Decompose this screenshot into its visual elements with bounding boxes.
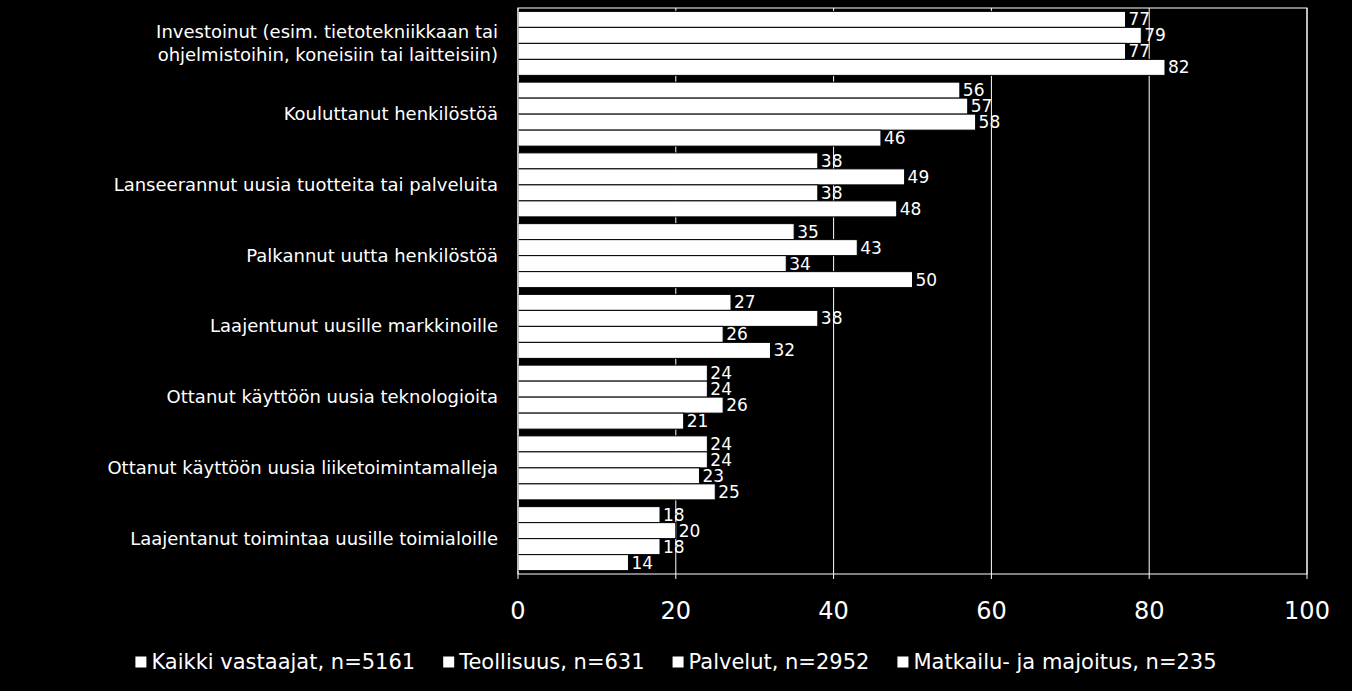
bar [518,523,676,539]
legend-marker [135,657,146,668]
bar [518,11,1126,27]
chart: 7779778256575846384938483543345027382632… [0,0,1352,691]
bar [518,507,660,523]
bar [518,436,707,452]
bar [518,27,1141,43]
bar [518,342,770,358]
data-label: 50 [916,270,938,290]
bars [518,11,1165,570]
data-label: 35 [797,222,819,242]
data-label: 43 [860,238,882,258]
x-axis: 0 20 40 60 80 100 [510,574,1330,625]
grid [518,8,1307,574]
tick-mark [675,574,676,579]
data-label: 49 [908,167,930,187]
bar [518,153,818,169]
legend: Kaikki vastaajat, n=5161 Teollisuus, n=63… [135,650,1216,674]
tick-label: 20 [661,597,692,625]
tick-mark [1149,574,1150,579]
bar [518,82,960,98]
tick-mark [991,574,992,579]
category-label: Lanseerannut uusia tuotteita tai palvelu… [114,174,498,195]
data-label: 26 [726,324,748,344]
bar [518,114,976,130]
grid-line [1149,8,1150,574]
legend-label: Teollisuus, n=631 [458,650,644,674]
data-labels: 7779778256575846384938483543345027382632… [631,9,1189,572]
bar [518,310,818,326]
bar [518,452,707,468]
tick-label: 100 [1284,597,1330,625]
data-label: 14 [631,553,653,573]
bar [518,201,897,217]
bar [518,272,913,288]
bar [518,484,715,500]
category-label: Ottanut käyttöön uusia liiketoimintamall… [107,457,498,478]
bar [518,130,881,146]
category-label: Ottanut käyttöön uusia teknologioita [167,386,498,407]
data-label: 48 [900,199,922,219]
bar [518,326,723,342]
tick-mark [518,574,519,579]
data-label: 46 [884,128,906,148]
data-label: 82 [1168,57,1190,77]
category-label: Kouluttanut henkilöstöä [284,103,498,124]
category-label: Laajentunut uusille markkinoille [210,315,498,336]
data-label: 26 [726,395,748,415]
tick-label: 40 [818,597,849,625]
data-label: 38 [821,183,843,203]
tick-label: 80 [1134,597,1165,625]
bar [518,365,707,381]
tick-mark [1307,574,1308,579]
bar [518,256,786,272]
legend-marker [673,657,684,668]
data-label: 77 [1129,41,1151,61]
tick-label: 0 [510,597,525,625]
category-label: Investoinut (esim. tietotekniikkaan taio… [156,21,498,65]
bar [518,59,1165,75]
data-label: 32 [773,340,795,360]
bar [518,468,699,484]
data-label: 38 [821,151,843,171]
data-label: 34 [789,254,811,274]
bar [518,43,1126,59]
legend-label: Matkailu- ja majoitus, n=235 [913,650,1216,674]
data-label: 27 [734,292,756,312]
data-label: 38 [821,308,843,328]
legend-marker [443,657,454,668]
data-label: 58 [979,112,1001,132]
bar [518,98,968,114]
data-label: 18 [663,537,685,557]
legend-label: Palvelut, n=2952 [689,650,870,674]
bar [518,185,818,201]
plot-frame [518,8,1307,574]
legend-label: Kaikki vastaajat, n=5161 [151,650,415,674]
category-label: Laajentanut toimintaa uusille toimialoil… [130,528,498,549]
bar [518,224,794,240]
y-axis: Investoinut (esim. tietotekniikkaan taio… [107,21,498,549]
tick-label: 60 [976,597,1007,625]
data-label: 21 [687,411,709,431]
category-label: Palkannut uutta henkilöstöä [246,245,498,266]
legend-marker [897,657,908,668]
bar [518,413,684,429]
tick-mark [833,574,834,579]
grid-line [991,8,992,574]
bar [518,294,731,310]
bar [518,169,905,185]
background [0,0,1352,691]
bar [518,381,707,397]
bar [518,555,628,571]
data-label: 25 [718,482,740,502]
